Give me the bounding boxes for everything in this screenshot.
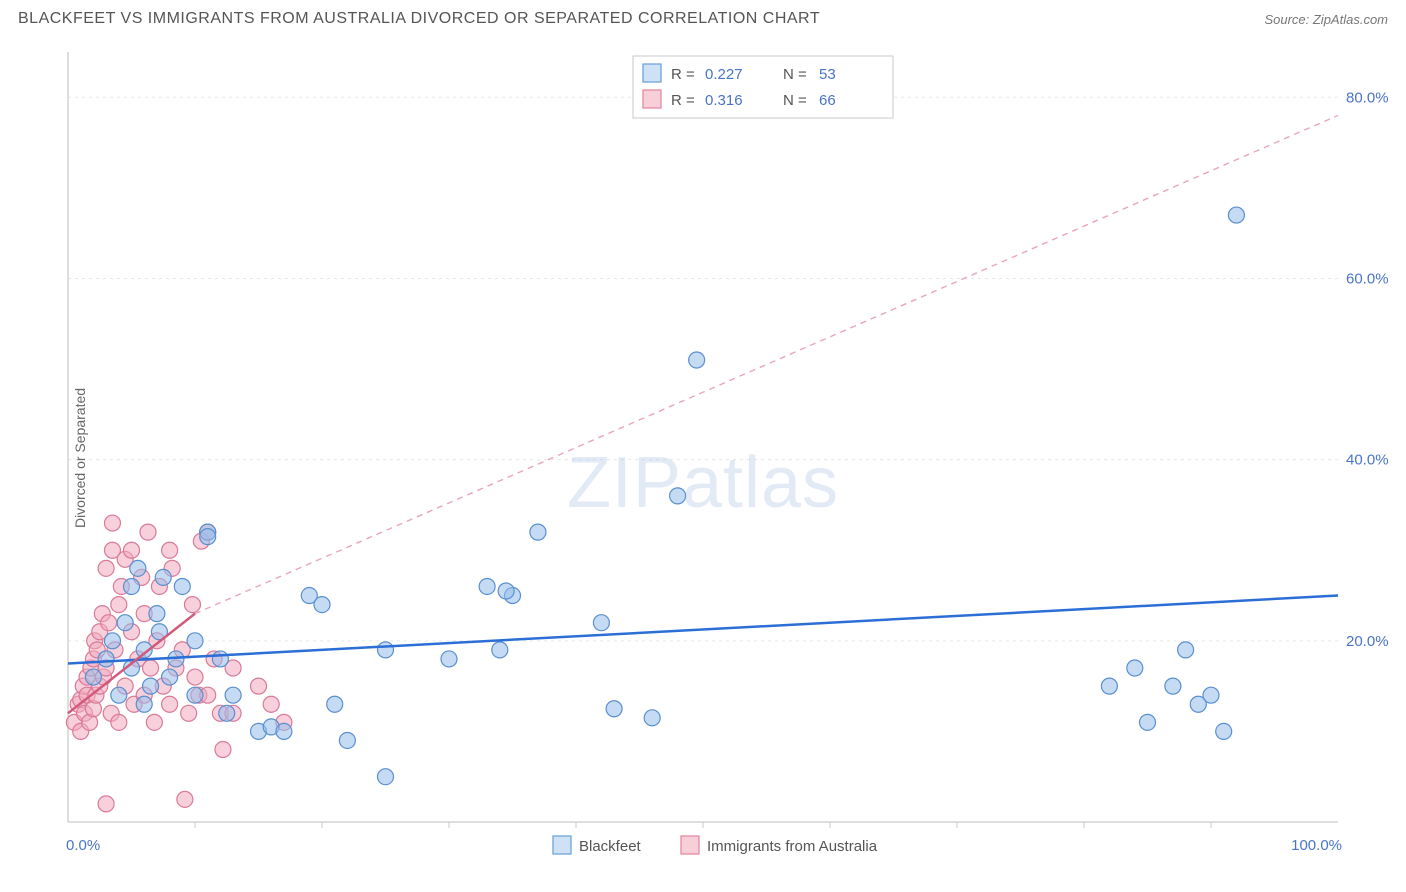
svg-text:R =: R = [671,66,695,83]
svg-text:80.0%: 80.0% [1346,89,1388,106]
svg-text:N =: N = [783,92,807,109]
svg-text:53: 53 [819,66,836,83]
svg-text:Blackfeet: Blackfeet [579,838,642,855]
svg-text:R =: R = [671,92,695,109]
svg-text:20.0%: 20.0% [1346,633,1388,650]
svg-text:100.0%: 100.0% [1291,837,1342,854]
svg-text:0.227: 0.227 [705,66,743,83]
scatter-chart: 20.0% 40.0% 60.0% 80.0% 0.0% 100.0% R = 0.227 N … [18,42,1388,874]
chart-header: BLACKFEET VS IMMIGRANTS FROM AUSTRALIA D… [0,0,1406,34]
chart-source: Source: ZipAtlas.com [1264,12,1388,27]
svg-text:Immigrants from Australia: Immigrants from Australia [707,838,878,855]
svg-text:0.0%: 0.0% [66,837,100,854]
chart-container: Divorced or Separated ZIPatlas 20.0%40.0… [18,42,1388,874]
svg-text:60.0%: 60.0% [1346,270,1388,287]
y-axis-label: Divorced or Separated [72,388,88,528]
chart-title: BLACKFEET VS IMMIGRANTS FROM AUSTRALIA D… [18,10,820,28]
svg-text:N =: N = [783,66,807,83]
svg-text:66: 66 [819,92,836,109]
svg-text:0.316: 0.316 [705,92,743,109]
svg-text:40.0%: 40.0% [1346,452,1388,469]
